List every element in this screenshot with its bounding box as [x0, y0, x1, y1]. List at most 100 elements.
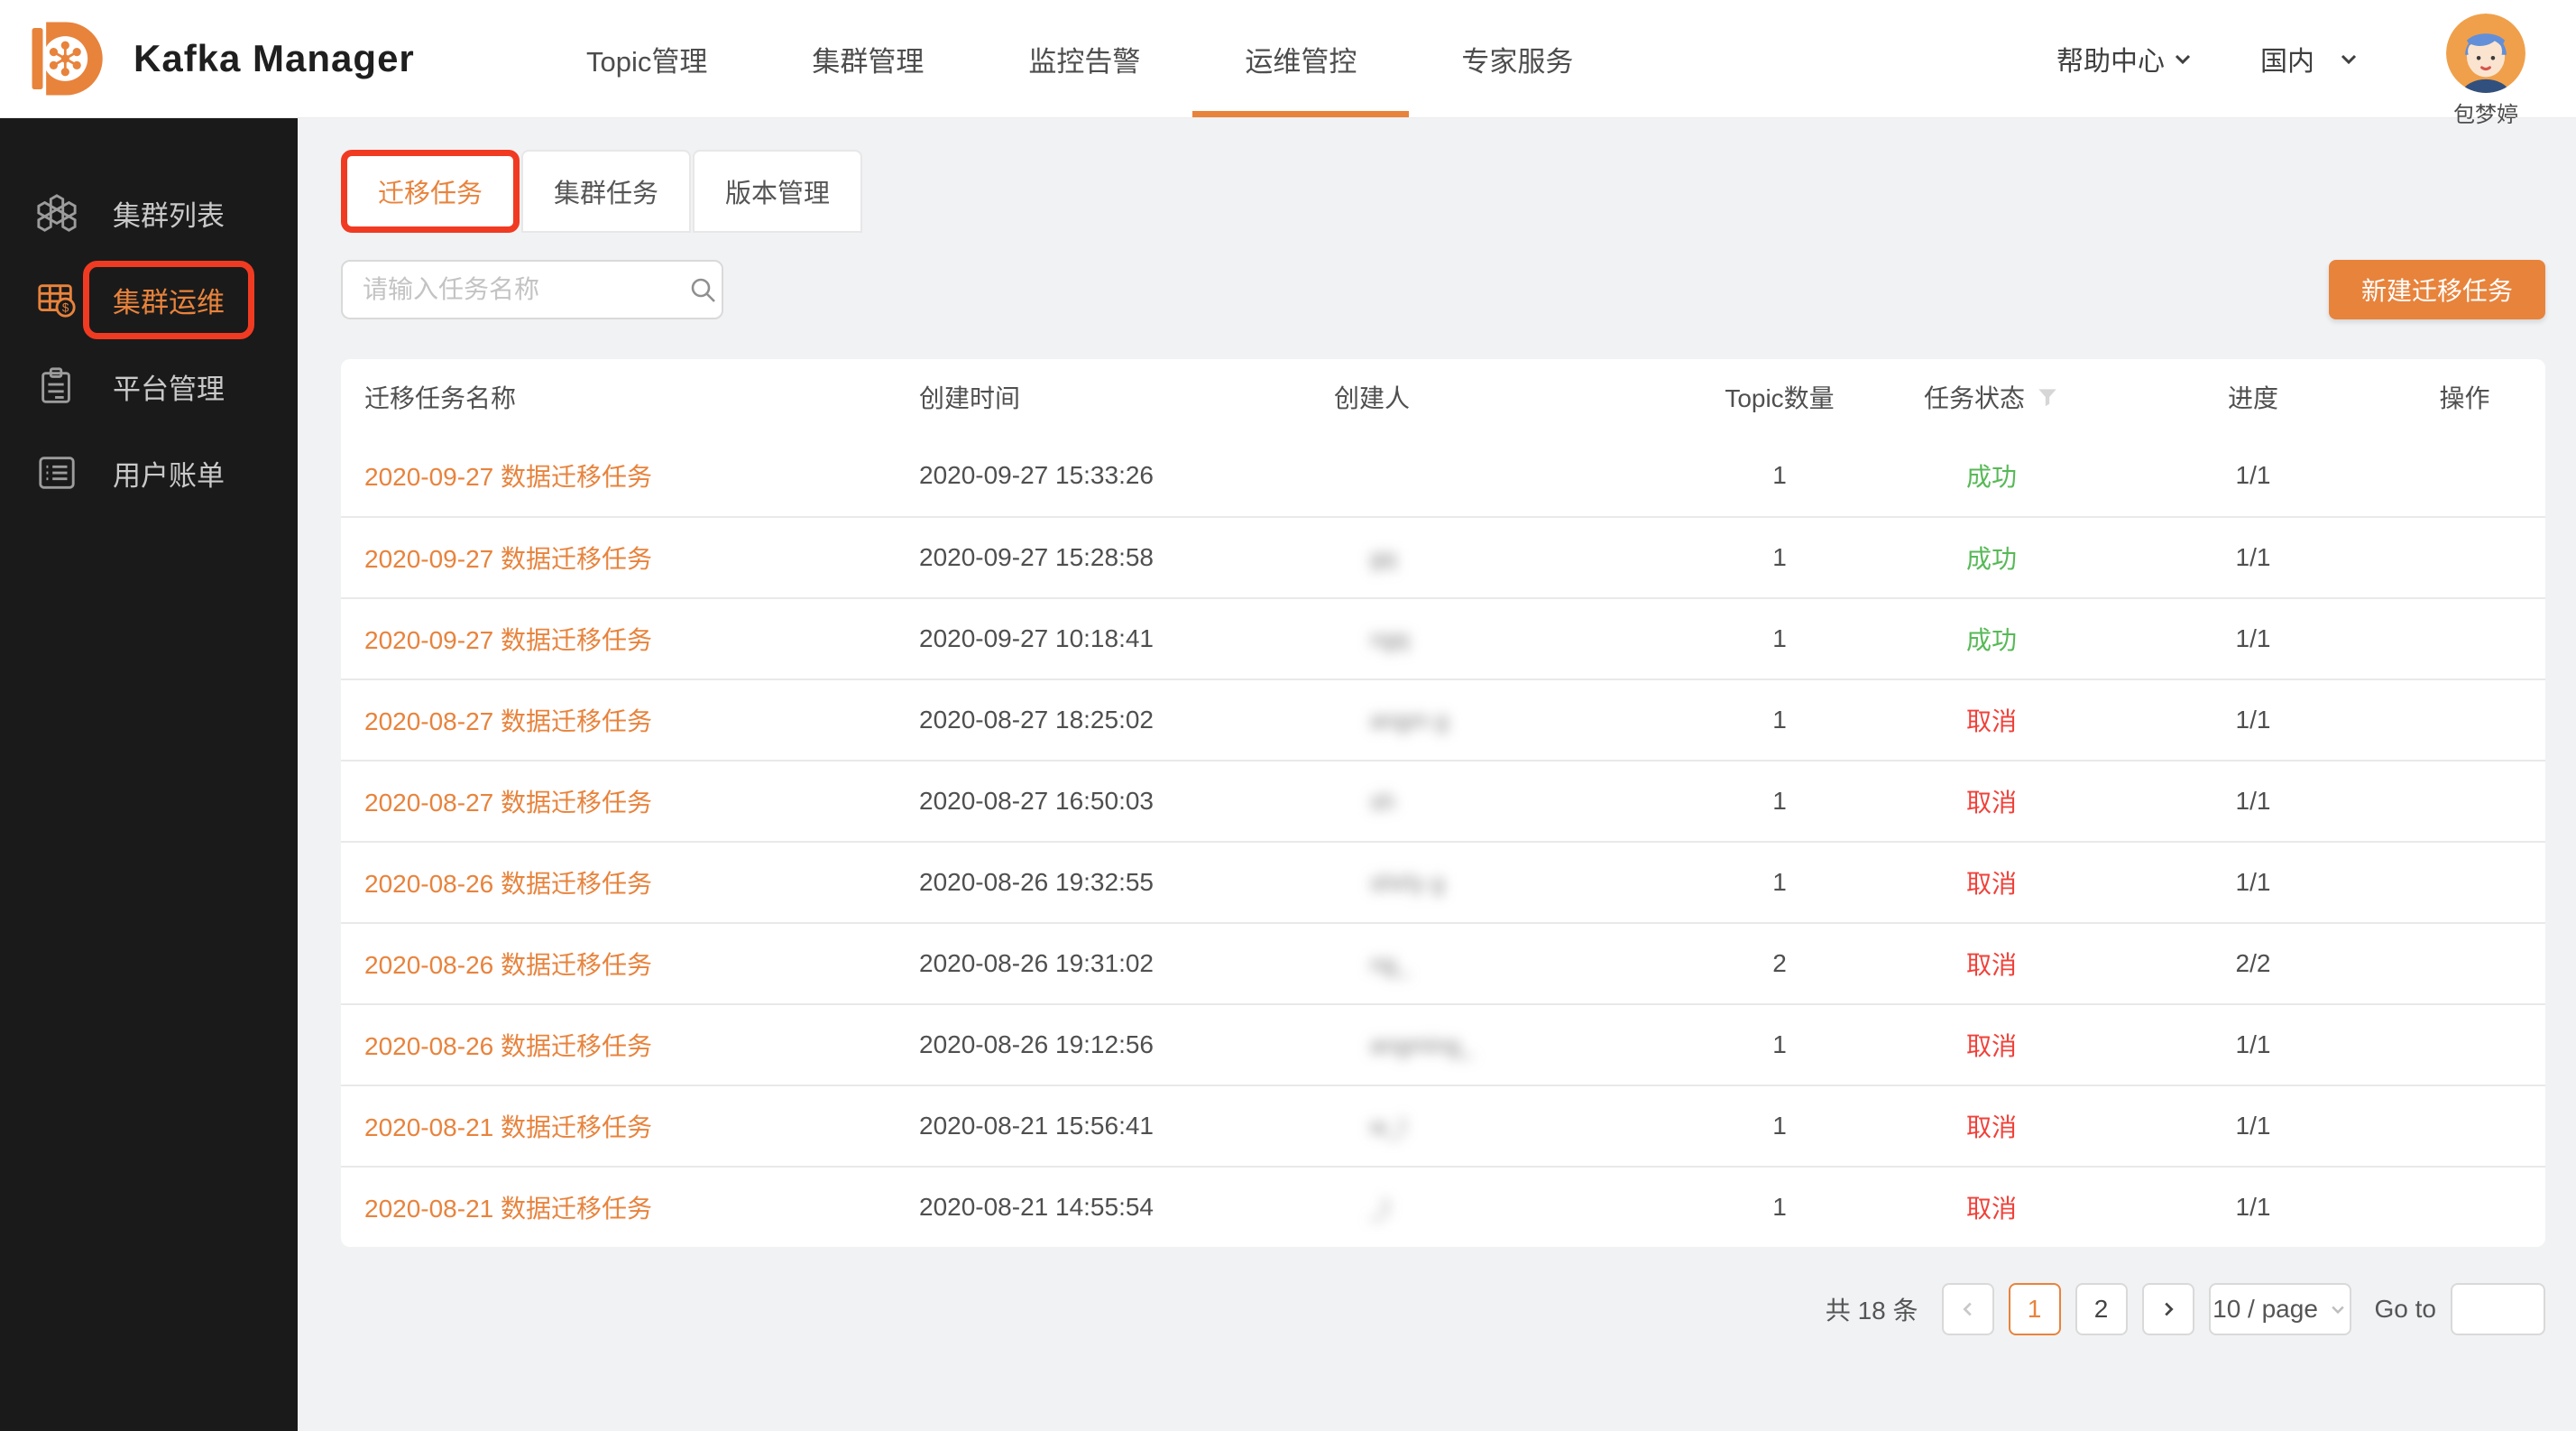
help-center-label: 帮助中心: [2056, 47, 2165, 77]
sidebar-item-label: 集群运维: [83, 260, 254, 339]
creator-redacted: shirly g: [1370, 868, 1445, 896]
task-name-link[interactable]: 2020-08-26 数据迁移任务: [364, 1032, 653, 1060]
create-time: 2020-08-26 19:12:56: [919, 1030, 1154, 1058]
tab-version-management[interactable]: 版本管理: [693, 150, 863, 233]
next-page-button[interactable]: [2141, 1283, 2194, 1335]
nav-ops-control[interactable]: 运维管控: [1192, 0, 1410, 117]
col-creator: 创建人: [1334, 384, 1411, 412]
col-progress: 进度: [2227, 384, 2278, 412]
progress: 1/1: [2235, 543, 2271, 571]
page-button-2[interactable]: 2: [2075, 1283, 2128, 1335]
tab-migration-tasks[interactable]: 迁移任务: [341, 150, 520, 233]
pagination-total: 共 18 条: [1825, 1297, 1918, 1325]
create-time: 2020-09-27 10:18:41: [919, 624, 1154, 652]
nav-expert-services[interactable]: 专家服务: [1461, 45, 1574, 78]
task-name-link[interactable]: 2020-09-27 数据迁移任务: [364, 626, 653, 654]
table-row: 2020-09-27 数据迁移任务 2020-09-27 15:28:58 gq…: [341, 516, 2545, 597]
ops-billing-icon: $: [38, 284, 76, 318]
create-time: 2020-08-27 18:25:02: [919, 706, 1154, 734]
nav-cluster-management[interactable]: 集群管理: [812, 45, 925, 78]
create-time: 2020-08-21 15:56:41: [919, 1112, 1154, 1140]
topic-count: 1: [1772, 543, 1787, 571]
app-title: Kafka Manager: [133, 37, 415, 79]
topic-count: 2: [1772, 949, 1787, 977]
filter-funnel-icon[interactable]: [2036, 385, 2059, 409]
creator-redacted: sh: [1370, 787, 1395, 815]
sidebar-item-cluster-list[interactable]: 集群列表: [0, 170, 298, 256]
user-menu[interactable]: 包梦婷: [2446, 13, 2525, 128]
topic-count: 1: [1772, 1112, 1787, 1140]
status-badge: 取消: [1965, 1113, 2017, 1141]
topic-count: 1: [1772, 624, 1787, 652]
task-name-link[interactable]: 2020-09-27 数据迁移任务: [364, 463, 653, 491]
status-badge: 取消: [1965, 870, 2017, 898]
sidebar-item-label: 用户账单: [113, 459, 225, 492]
sidebar-item-user-billing[interactable]: 用户账单: [0, 429, 298, 516]
region-dropdown[interactable]: 国内: [2260, 39, 2360, 78]
col-task-status: 任务状态: [1861, 379, 2122, 415]
cluster-icon: [37, 194, 77, 232]
search-icon[interactable]: [688, 275, 717, 304]
table-row: 2020-09-27 数据迁移任务 2020-09-27 10:18:41 ng…: [341, 597, 2545, 679]
col-actions: 操作: [2439, 384, 2490, 412]
status-badge: 成功: [1965, 626, 2017, 654]
region-label: 国内: [2260, 47, 2314, 77]
search-input[interactable]: [363, 275, 688, 304]
sidebar-item-label: 集群列表: [113, 199, 225, 232]
progress: 1/1: [2235, 1030, 2271, 1058]
help-center-dropdown[interactable]: 帮助中心: [2056, 39, 2194, 78]
top-nav: Topic管理 集群管理 监控告警 运维管控 专家服务: [534, 0, 1625, 117]
col-topic-count: Topic数量: [1725, 384, 1835, 412]
brand: Kafka Manager: [0, 17, 424, 100]
sidebar-item-cluster-ops[interactable]: $ 集群运维: [0, 256, 298, 343]
topic-count: 1: [1772, 787, 1787, 815]
topic-count: 1: [1772, 461, 1787, 489]
chevron-right-icon: [2164, 1302, 2174, 1316]
topic-count: 1: [1772, 1193, 1787, 1221]
progress: 1/1: [2235, 624, 2271, 652]
creator-redacted: ngq: [1370, 624, 1410, 652]
task-name-link[interactable]: 2020-08-21 数据迁移任务: [364, 1113, 653, 1141]
svg-text:$: $: [62, 300, 69, 314]
nav-monitoring-alerts[interactable]: 监控告警: [1028, 45, 1141, 78]
sidebar-item-platform-management[interactable]: 平台管理: [0, 343, 298, 429]
new-migration-task-button[interactable]: 新建迁移任务: [2328, 260, 2545, 319]
goto-page-input[interactable]: [2451, 1283, 2545, 1335]
prev-page-button[interactable]: [1941, 1283, 1994, 1335]
creator-redacted: angming_: [1370, 1030, 1474, 1058]
create-time: 2020-08-27 16:50:03: [919, 787, 1154, 815]
kafka-manager-logo-icon: [32, 22, 103, 96]
task-name-link[interactable]: 2020-08-21 数据迁移任务: [364, 1195, 653, 1223]
creator-redacted: _l: [1370, 1193, 1389, 1221]
user-name: 包梦婷: [2453, 102, 2518, 127]
table-header-row: 迁移任务名称 创建时间 创建人 Topic数量 任务状态 进度 操作: [341, 359, 2545, 435]
topic-count: 1: [1772, 868, 1787, 896]
task-name-link[interactable]: 2020-08-26 数据迁移任务: [364, 951, 653, 979]
header-right: 帮助中心 国内 包梦婷: [2056, 0, 2576, 128]
progress: 1/1: [2235, 787, 2271, 815]
col-task-name: 迁移任务名称: [364, 384, 517, 412]
status-badge: 取消: [1965, 951, 2017, 979]
app-header: Kafka Manager Topic管理 集群管理 监控告警 运维管控 专家服…: [0, 0, 2576, 127]
progress: 2/2: [2235, 949, 2271, 977]
table-row: 2020-08-21 数据迁移任务 2020-08-21 15:56:41 w_…: [341, 1085, 2545, 1166]
task-name-link[interactable]: 2020-08-27 数据迁移任务: [364, 707, 653, 735]
page-size-select[interactable]: 10 / page: [2208, 1283, 2351, 1335]
page-size-value: 10 / page: [2213, 1295, 2318, 1323]
create-time: 2020-08-26 19:32:55: [919, 868, 1154, 896]
progress: 1/1: [2235, 706, 2271, 734]
nav-topic-management[interactable]: Topic管理: [586, 45, 708, 78]
progress: 1/1: [2235, 461, 2271, 489]
progress: 1/1: [2235, 1112, 2271, 1140]
tab-cluster-tasks[interactable]: 集群任务: [521, 150, 692, 233]
task-tabs: 迁移任务 集群任务 版本管理: [341, 150, 2545, 233]
task-name-link[interactable]: 2020-09-27 数据迁移任务: [364, 545, 653, 573]
clipboard-icon: [41, 367, 70, 403]
page-button-1[interactable]: 1: [2008, 1283, 2061, 1335]
table-row: 2020-09-27 数据迁移任务 2020-09-27 15:33:26 1 …: [341, 435, 2545, 516]
status-badge: 成功: [1965, 463, 2017, 491]
status-badge: 取消: [1965, 1195, 2017, 1223]
task-name-link[interactable]: 2020-08-27 数据迁移任务: [364, 789, 653, 817]
task-name-link[interactable]: 2020-08-26 数据迁移任务: [364, 870, 653, 898]
task-search: [341, 260, 723, 319]
